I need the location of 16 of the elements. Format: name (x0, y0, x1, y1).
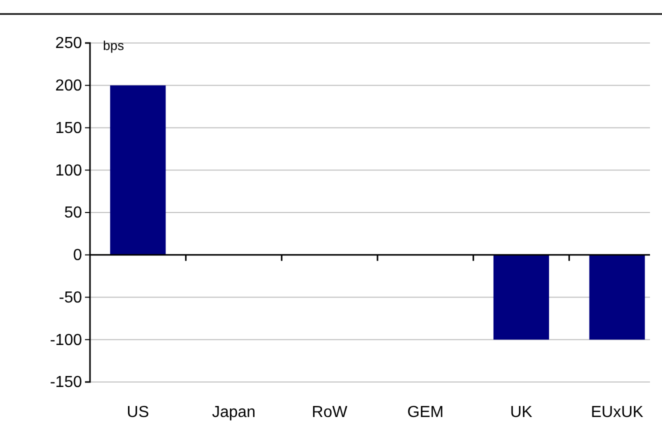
x-tick-label: UK (510, 404, 533, 421)
x-tick-label: EUxUK (590, 404, 644, 421)
x-tick-label: RoW (312, 404, 348, 421)
x-tick-label: GEM (407, 404, 444, 421)
y-axis-title: bps (103, 38, 124, 53)
y-tick-label: 100 (55, 162, 82, 180)
y-tick-label: -50 (58, 289, 82, 306)
y-tick-label: 150 (55, 120, 82, 137)
y-tick-label: 250 (55, 35, 82, 52)
x-tick-label: US (126, 404, 150, 421)
y-tick-label: -100 (50, 332, 82, 349)
x-tick-label: Japan (212, 404, 256, 421)
y-tick-label: 200 (55, 77, 82, 94)
y-tick-label: -150 (50, 374, 82, 392)
y-tick-label: 0 (73, 246, 82, 264)
y-tick-label: 50 (64, 204, 82, 222)
